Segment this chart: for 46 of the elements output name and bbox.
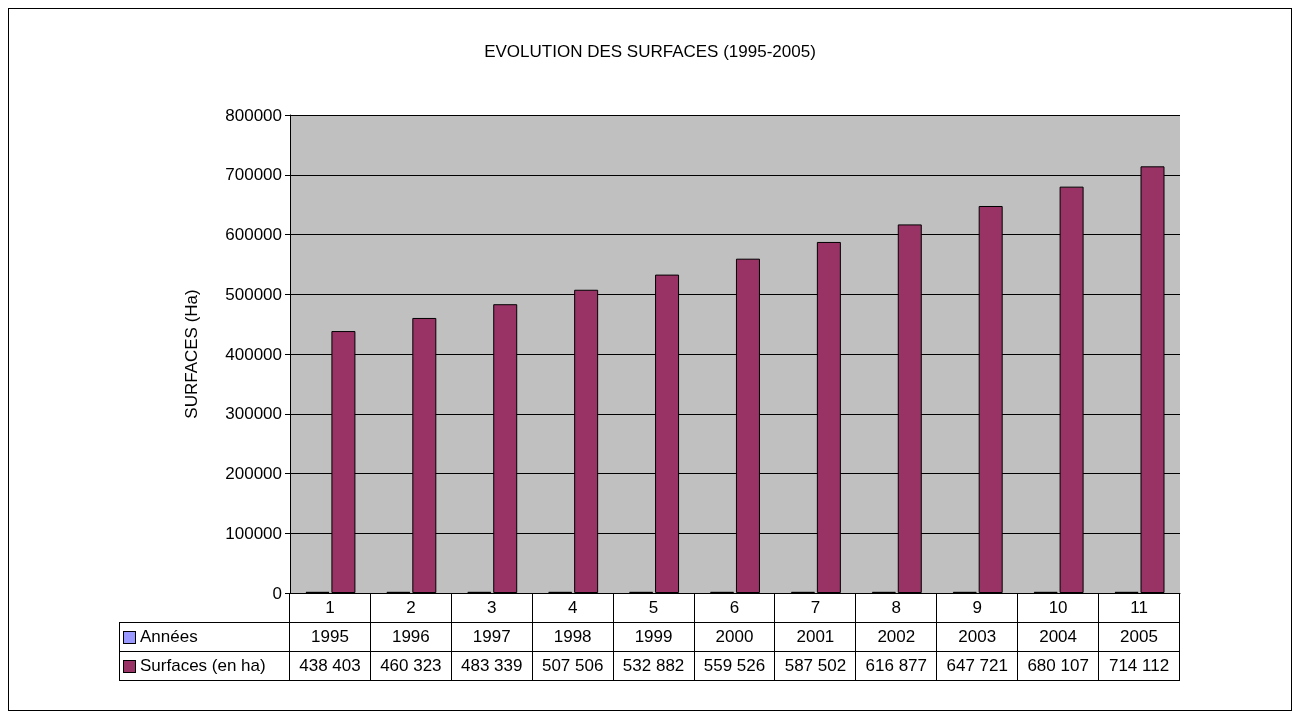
y-tick-label: 400000 — [225, 344, 282, 364]
legend-label: Surfaces (en ha) — [119, 651, 290, 681]
data-label: 587 502 — [774, 651, 857, 681]
data-label: 507 506 — [531, 651, 614, 681]
data-label: 2005 — [1098, 622, 1180, 652]
data-label: 460 323 — [369, 651, 452, 681]
x-tick-label: 3 — [450, 593, 533, 623]
y-tick-label: 0 — [272, 583, 282, 603]
data-label: 2004 — [1017, 622, 1100, 652]
data-label: 1997 — [450, 622, 533, 652]
y-tick-label: 600000 — [225, 225, 282, 244]
y-tick-label: 500000 — [225, 284, 282, 304]
data-label: 2000 — [693, 622, 776, 652]
data-label: 438 403 — [289, 651, 371, 681]
data-label: 1996 — [369, 622, 452, 652]
x-tick-label: 11 — [1098, 593, 1180, 623]
data-label: 616 877 — [855, 651, 938, 681]
data-label: 647 721 — [936, 651, 1019, 681]
data-label: 714 112 — [1098, 651, 1180, 681]
y-axis-title: SURFACES (Ha) — [182, 289, 201, 419]
y-tick-label: 300000 — [225, 404, 282, 424]
x-tick-label: 2 — [369, 593, 452, 623]
data-label: 2001 — [774, 622, 857, 652]
data-label: 483 339 — [450, 651, 533, 681]
y-tick-label: 800000 — [225, 105, 282, 125]
x-tick-label: 4 — [531, 593, 614, 623]
y-tick-label: 700000 — [225, 165, 282, 185]
data-label: 2002 — [855, 622, 938, 652]
x-tick-label: 6 — [693, 593, 776, 623]
data-label: 1999 — [612, 622, 695, 652]
chart-title: EVOLUTION DES SURFACES (1995-2005) — [484, 42, 816, 61]
legend-label: Années — [119, 622, 290, 652]
x-tick-label: 9 — [936, 593, 1019, 623]
x-tick-label: 1 — [289, 593, 371, 623]
data-label: 680 107 — [1017, 651, 1100, 681]
x-tick-label: 8 — [855, 593, 938, 623]
data-label: 1998 — [531, 622, 614, 652]
data-label: 1995 — [289, 622, 371, 652]
data-label: 559 526 — [693, 651, 776, 681]
x-tick-label: 7 — [774, 593, 857, 623]
y-tick-label: 200000 — [225, 464, 282, 483]
x-tick-label: 10 — [1017, 593, 1100, 623]
x-tick-label: 5 — [612, 593, 695, 623]
y-tick-label: 100000 — [225, 523, 282, 543]
data-label: 532 882 — [612, 651, 695, 681]
data-label: 2003 — [936, 622, 1019, 652]
